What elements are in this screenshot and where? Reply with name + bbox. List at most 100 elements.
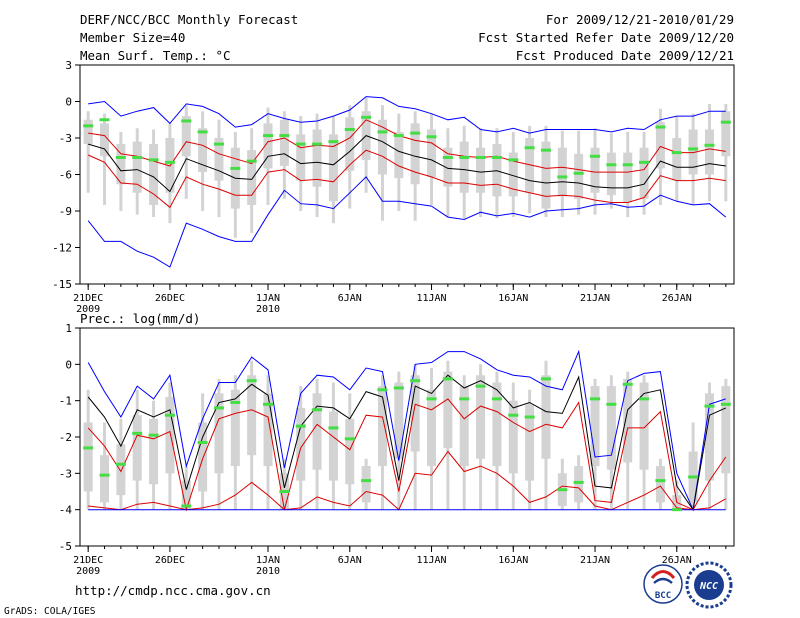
- temp-box: [181, 116, 191, 157]
- temp-box: [557, 147, 567, 197]
- temp-box: [214, 138, 224, 181]
- temp-median-mark: [655, 125, 666, 129]
- prec-box: [574, 466, 584, 503]
- temp-box: [296, 134, 306, 181]
- prec-median-mark: [148, 433, 159, 437]
- prec-box: [296, 407, 306, 481]
- prec-median-mark: [459, 397, 470, 401]
- forecast-period: For 2009/12/21-2010/01/29: [546, 12, 734, 27]
- prec-box: [345, 418, 355, 485]
- temp-box: [263, 123, 273, 169]
- prec-box: [443, 371, 453, 448]
- prec-xtick-label: 26JAN: [662, 555, 692, 566]
- temp-box: [394, 131, 404, 179]
- temp-median-mark: [410, 131, 421, 135]
- prec-box: [606, 386, 616, 470]
- temp-median-mark: [83, 124, 94, 128]
- prec-box: [427, 389, 437, 467]
- prec-ytick-label: -4: [59, 504, 73, 517]
- prec-median-mark: [475, 384, 486, 388]
- temp-median-mark: [704, 143, 715, 147]
- temp-ytick-label: 3: [65, 59, 72, 72]
- prec-box: [149, 418, 159, 485]
- prec-series-upper: [87, 374, 727, 511]
- temp-box: [672, 138, 682, 181]
- temp-median-mark: [361, 115, 372, 119]
- bcc-logo-text: BCC: [655, 591, 671, 601]
- prec-box: [165, 397, 175, 474]
- temp-median-mark: [263, 134, 274, 138]
- prec-box: [83, 422, 93, 492]
- temp-whisker: [86, 111, 90, 193]
- temp-median-mark: [148, 158, 159, 162]
- prec-box: [328, 411, 338, 481]
- temp-box: [525, 138, 535, 193]
- temp-box: [279, 119, 289, 166]
- prec-box: [377, 386, 387, 467]
- prec-median-mark: [246, 379, 257, 383]
- temp-median-mark: [720, 120, 731, 124]
- source-url[interactable]: http://cmdp.ncc.cma.gov.cn: [75, 583, 271, 598]
- temp-xtick-year-label: 2009: [76, 304, 100, 315]
- bcc-logo: BCC: [643, 564, 683, 604]
- prec-median-mark: [197, 440, 208, 444]
- prec-median-mark: [99, 473, 110, 477]
- prec-median-mark: [508, 413, 519, 417]
- temp-box: [377, 119, 387, 175]
- temp-median-mark: [459, 155, 470, 159]
- temp-median-mark: [132, 155, 143, 159]
- precip-variable-label: Prec.: log(mm/d): [80, 311, 200, 326]
- prec-box: [230, 389, 240, 467]
- prec-median-mark: [426, 397, 437, 401]
- prec-xtick-label: 1JAN: [256, 555, 280, 566]
- temp-median-mark: [377, 130, 388, 134]
- temp-box: [704, 129, 714, 175]
- refer-date: Fcst Started Refer Date 2009/12/20: [478, 30, 734, 45]
- temp-median-mark: [524, 146, 535, 150]
- prec-median-mark: [540, 377, 551, 381]
- prec-median-mark: [295, 424, 306, 428]
- prec-xtick-label: 16JAN: [498, 555, 528, 566]
- prec-ytick-label: 1: [65, 322, 72, 335]
- prec-ytick-label: 0: [65, 358, 72, 371]
- temp-median-mark: [115, 155, 126, 159]
- prec-xtick-label: 6JAN: [338, 555, 362, 566]
- prec-median-mark: [115, 462, 126, 466]
- ncc-logo-text: NCC: [699, 581, 718, 592]
- prec-median-mark: [655, 479, 666, 483]
- prec-median-mark: [410, 379, 421, 383]
- temp-median-mark: [344, 127, 355, 131]
- temp-series-max: [88, 96, 726, 134]
- temp-box: [574, 153, 584, 199]
- prec-box: [361, 466, 371, 503]
- prec-box: [181, 480, 191, 510]
- prec-median-mark: [279, 490, 290, 493]
- prec-box: [100, 455, 110, 503]
- prec-xtick-label: 26DEC: [155, 555, 185, 566]
- temp-median-mark: [491, 155, 502, 159]
- temp-box: [476, 147, 486, 193]
- temp-xtick-label: 11JAN: [416, 293, 446, 304]
- temp-ytick-label: -15: [52, 278, 72, 291]
- prec-xtick-label: 21JAN: [580, 555, 610, 566]
- temp-median-mark: [328, 140, 339, 144]
- prec-median-mark: [181, 504, 192, 508]
- prec-box: [132, 415, 142, 481]
- prec-box: [476, 375, 486, 459]
- prec-box: [721, 386, 731, 474]
- prec-median-mark: [590, 397, 601, 401]
- ncc-logo: NCC: [685, 561, 733, 609]
- prec-median-mark: [164, 413, 175, 417]
- temp-box: [492, 144, 502, 197]
- temp-box: [410, 123, 420, 185]
- temp-median-mark: [426, 135, 437, 139]
- temp-xtick-label: 6JAN: [338, 293, 362, 304]
- temp-ytick-label: 0: [65, 96, 72, 109]
- temp-median-mark: [622, 163, 633, 167]
- prec-median-mark: [524, 415, 535, 419]
- temp-xtick-label: 16JAN: [498, 293, 528, 304]
- temp-box: [116, 144, 126, 185]
- member-size-label: Member Size=40: [80, 30, 185, 45]
